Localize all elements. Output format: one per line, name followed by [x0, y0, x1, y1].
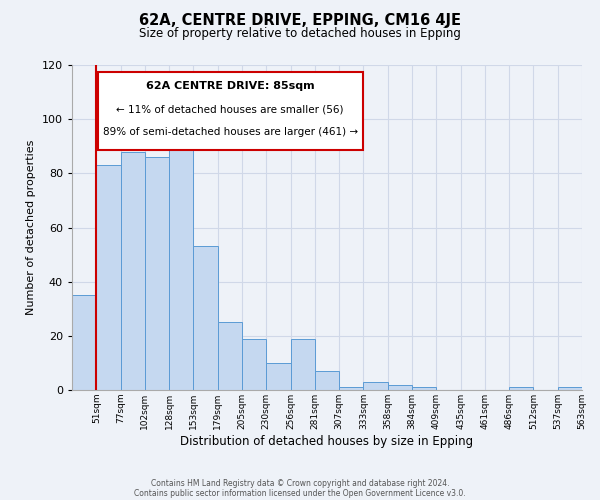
Bar [558, 388, 582, 390]
Bar [412, 388, 436, 390]
Bar [509, 388, 533, 390]
Bar [72, 295, 96, 390]
Bar [193, 246, 218, 390]
Bar [121, 152, 145, 390]
Bar [145, 157, 169, 390]
Bar [242, 338, 266, 390]
X-axis label: Distribution of detached houses by size in Epping: Distribution of detached houses by size … [181, 434, 473, 448]
Text: 62A CENTRE DRIVE: 85sqm: 62A CENTRE DRIVE: 85sqm [146, 81, 314, 91]
Text: Size of property relative to detached houses in Epping: Size of property relative to detached ho… [139, 28, 461, 40]
Bar [96, 165, 121, 390]
FancyBboxPatch shape [97, 72, 363, 150]
Bar [388, 384, 412, 390]
Bar [364, 382, 388, 390]
Bar [290, 338, 315, 390]
Y-axis label: Number of detached properties: Number of detached properties [26, 140, 36, 315]
Text: 89% of semi-detached houses are larger (461) →: 89% of semi-detached houses are larger (… [103, 126, 358, 136]
Bar [266, 363, 290, 390]
Bar [339, 388, 364, 390]
Text: Contains public sector information licensed under the Open Government Licence v3: Contains public sector information licen… [134, 488, 466, 498]
Text: ← 11% of detached houses are smaller (56): ← 11% of detached houses are smaller (56… [116, 104, 344, 114]
Text: Contains HM Land Registry data © Crown copyright and database right 2024.: Contains HM Land Registry data © Crown c… [151, 478, 449, 488]
Text: 62A, CENTRE DRIVE, EPPING, CM16 4JE: 62A, CENTRE DRIVE, EPPING, CM16 4JE [139, 12, 461, 28]
Bar [315, 371, 339, 390]
Bar [218, 322, 242, 390]
Bar [169, 144, 193, 390]
